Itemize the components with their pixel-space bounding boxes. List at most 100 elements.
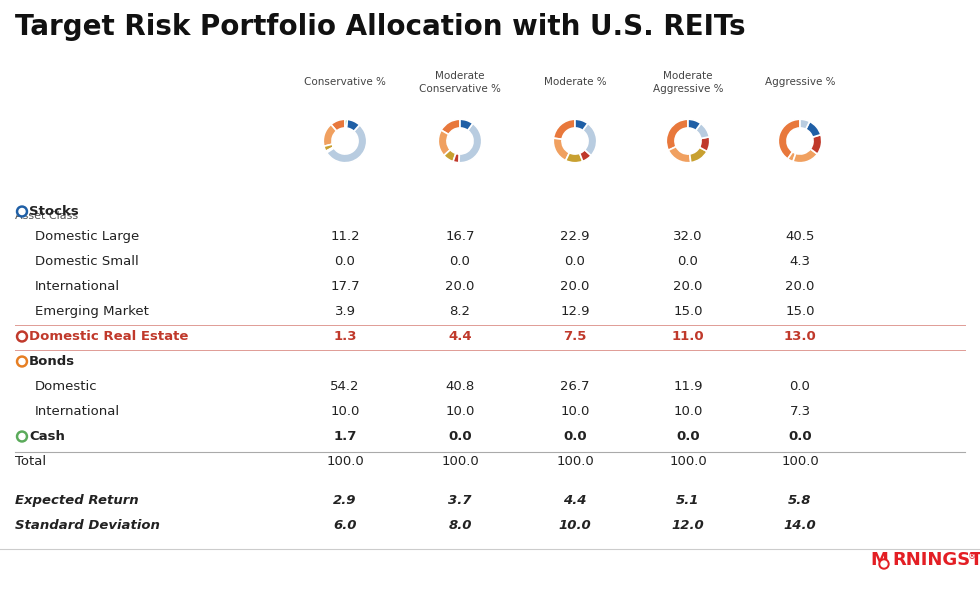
Wedge shape [700,137,710,151]
Wedge shape [690,147,708,163]
Wedge shape [668,147,691,163]
Text: 10.0: 10.0 [561,405,590,418]
Text: Target Risk Portfolio Allocation with U.S. REITs: Target Risk Portfolio Allocation with U.… [15,13,746,41]
Wedge shape [579,150,591,161]
Text: 4.4: 4.4 [564,494,587,507]
Wedge shape [800,119,809,129]
Wedge shape [460,119,472,131]
Text: International: International [35,280,121,293]
Text: 12.0: 12.0 [671,519,705,532]
Text: 4.4: 4.4 [448,330,471,343]
Text: Moderate %: Moderate % [544,77,607,87]
Text: 10.0: 10.0 [559,519,591,532]
Text: 0.0: 0.0 [334,255,356,268]
Wedge shape [323,125,336,147]
Wedge shape [554,119,575,139]
Circle shape [879,559,889,569]
Wedge shape [778,119,800,159]
Text: 3.9: 3.9 [334,305,356,318]
Circle shape [19,333,25,339]
Text: 16.7: 16.7 [445,230,474,243]
Text: 0.0: 0.0 [564,430,587,443]
Text: 3.7: 3.7 [448,494,471,507]
Text: M: M [870,551,888,569]
Text: 10.0: 10.0 [445,405,474,418]
Wedge shape [583,124,597,155]
Text: 8.2: 8.2 [450,305,470,318]
Wedge shape [331,119,345,131]
Circle shape [19,359,25,365]
Wedge shape [444,150,456,161]
Wedge shape [810,135,822,154]
Text: 5.1: 5.1 [676,494,700,507]
Text: Conservative %: Conservative % [304,77,386,87]
Text: 2.9: 2.9 [333,494,357,507]
Wedge shape [324,144,333,151]
Text: ®: ® [968,552,976,561]
Text: Domestic Real Estate: Domestic Real Estate [29,330,188,343]
Wedge shape [793,149,817,163]
Text: Aggressive %: Aggressive % [764,77,835,87]
Text: Expected Return: Expected Return [15,494,138,507]
Circle shape [881,561,887,567]
Wedge shape [666,119,688,150]
Text: RNINGSTAR: RNINGSTAR [892,551,980,569]
Text: 100.0: 100.0 [669,455,707,468]
Text: 6.0: 6.0 [333,519,357,532]
Text: 20.0: 20.0 [785,280,814,293]
Text: Stocks: Stocks [29,205,78,218]
Wedge shape [688,119,701,131]
Text: 100.0: 100.0 [326,455,364,468]
Text: Asset Class: Asset Class [15,211,78,221]
Wedge shape [788,152,796,161]
Text: 12.9: 12.9 [561,305,590,318]
Text: 15.0: 15.0 [785,305,814,318]
Wedge shape [696,124,710,138]
Text: 22.9: 22.9 [561,230,590,243]
Circle shape [19,434,25,440]
Text: Domestic Large: Domestic Large [35,230,139,243]
Text: 10.0: 10.0 [673,405,703,418]
Text: 100.0: 100.0 [781,455,819,468]
Circle shape [19,209,25,215]
Text: 26.7: 26.7 [561,380,590,393]
Text: 11.9: 11.9 [673,380,703,393]
Text: 40.8: 40.8 [445,380,474,393]
Wedge shape [438,130,450,155]
Text: 4.3: 4.3 [790,255,810,268]
Text: 7.5: 7.5 [564,330,587,343]
Wedge shape [326,125,367,163]
Text: 17.7: 17.7 [330,280,360,293]
Text: 0.0: 0.0 [790,380,810,393]
Text: 5.8: 5.8 [788,494,811,507]
Text: Emerging Market: Emerging Market [35,305,149,318]
Wedge shape [806,122,821,137]
Text: Cash: Cash [29,430,65,443]
Text: Standard Deviation: Standard Deviation [15,519,160,532]
Wedge shape [346,119,360,131]
Wedge shape [565,152,583,163]
Text: 32.0: 32.0 [673,230,703,243]
Text: 0.0: 0.0 [676,430,700,443]
Wedge shape [325,147,334,152]
Text: 0.0: 0.0 [677,255,699,268]
Text: Moderate: Moderate [663,71,712,81]
Text: 1.3: 1.3 [333,330,357,343]
Text: 20.0: 20.0 [673,280,703,293]
Text: 8.0: 8.0 [448,519,471,532]
Text: 10.0: 10.0 [330,405,360,418]
Text: 100.0: 100.0 [441,455,479,468]
Text: Domestic: Domestic [35,380,98,393]
Text: Aggressive %: Aggressive % [653,84,723,94]
Text: 40.5: 40.5 [785,230,814,243]
Text: 54.2: 54.2 [330,380,360,393]
Text: 15.0: 15.0 [673,305,703,318]
Text: Total: Total [15,455,46,468]
Circle shape [17,356,27,367]
Text: 1.7: 1.7 [333,430,357,443]
Wedge shape [459,124,482,163]
Text: International: International [35,405,121,418]
Text: 0.0: 0.0 [564,255,585,268]
Text: Conservative %: Conservative % [419,84,501,94]
Text: 0.0: 0.0 [788,430,811,443]
